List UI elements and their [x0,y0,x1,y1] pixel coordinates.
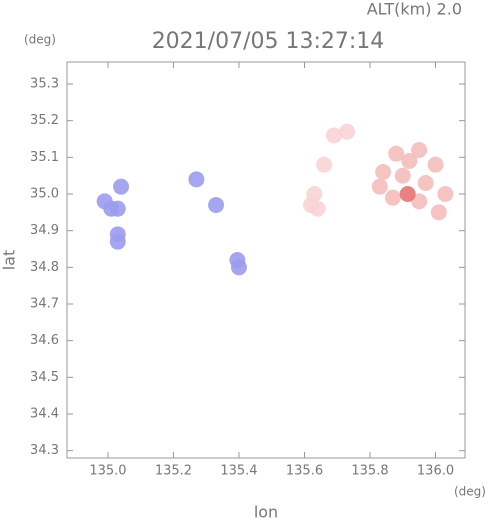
echo-blob [109,200,126,217]
plot-frame [66,61,466,459]
y-tick-label: 34.4 [30,407,59,422]
x-tick-label: 135.2 [155,464,192,479]
x-axis-label: lon [254,503,278,522]
y-tick-label: 34.8 [30,260,59,275]
x-tick-label: 135.6 [286,464,323,479]
altitude-label: ALT(km) 2.0 [367,0,462,19]
echo-blob [401,153,418,169]
echo-blob [437,186,454,202]
echo-blob [309,200,326,217]
echo-blob [229,252,246,268]
chart-title: 2021/07/05 13:27:14 [152,29,385,54]
echo-blob [411,193,428,210]
y-tick-label: 35.3 [30,77,59,92]
echo-blob [208,197,225,213]
y-unit: (deg) [24,33,56,47]
echo-blob [316,156,333,173]
echo-blob [339,123,356,140]
echo-blob [388,145,405,162]
x-tick-label: 135.4 [220,464,257,479]
x-tick-label: 136.0 [417,464,454,479]
y-tick-label: 34.3 [30,443,59,458]
y-tick-label: 34.7 [30,297,59,312]
echo-blob [417,175,434,191]
echo-blob [430,204,447,221]
echo-blob [113,178,130,195]
echo-blob [109,233,126,250]
y-axis-label: lat [0,250,19,271]
echo-blob [188,171,205,188]
echo-blob [427,156,444,173]
x-tick-label: 135.0 [89,464,126,479]
y-tick-label: 34.9 [30,223,59,238]
echo-blob [371,178,388,195]
y-tick-label: 35.2 [30,113,59,128]
y-tick-label: 34.5 [30,370,59,385]
x-unit: (deg) [454,485,486,499]
y-tick-label: 35.0 [30,187,59,202]
echo-blob [375,164,392,180]
echo-blob [394,167,411,184]
echo-blob [399,186,416,202]
y-tick-label: 34.6 [30,333,59,348]
echo-blob [411,142,428,158]
echo-blob [384,189,401,206]
echo-blob [325,127,342,144]
y-tick-label: 35.1 [30,150,59,165]
x-tick-label: 135.8 [351,464,388,479]
